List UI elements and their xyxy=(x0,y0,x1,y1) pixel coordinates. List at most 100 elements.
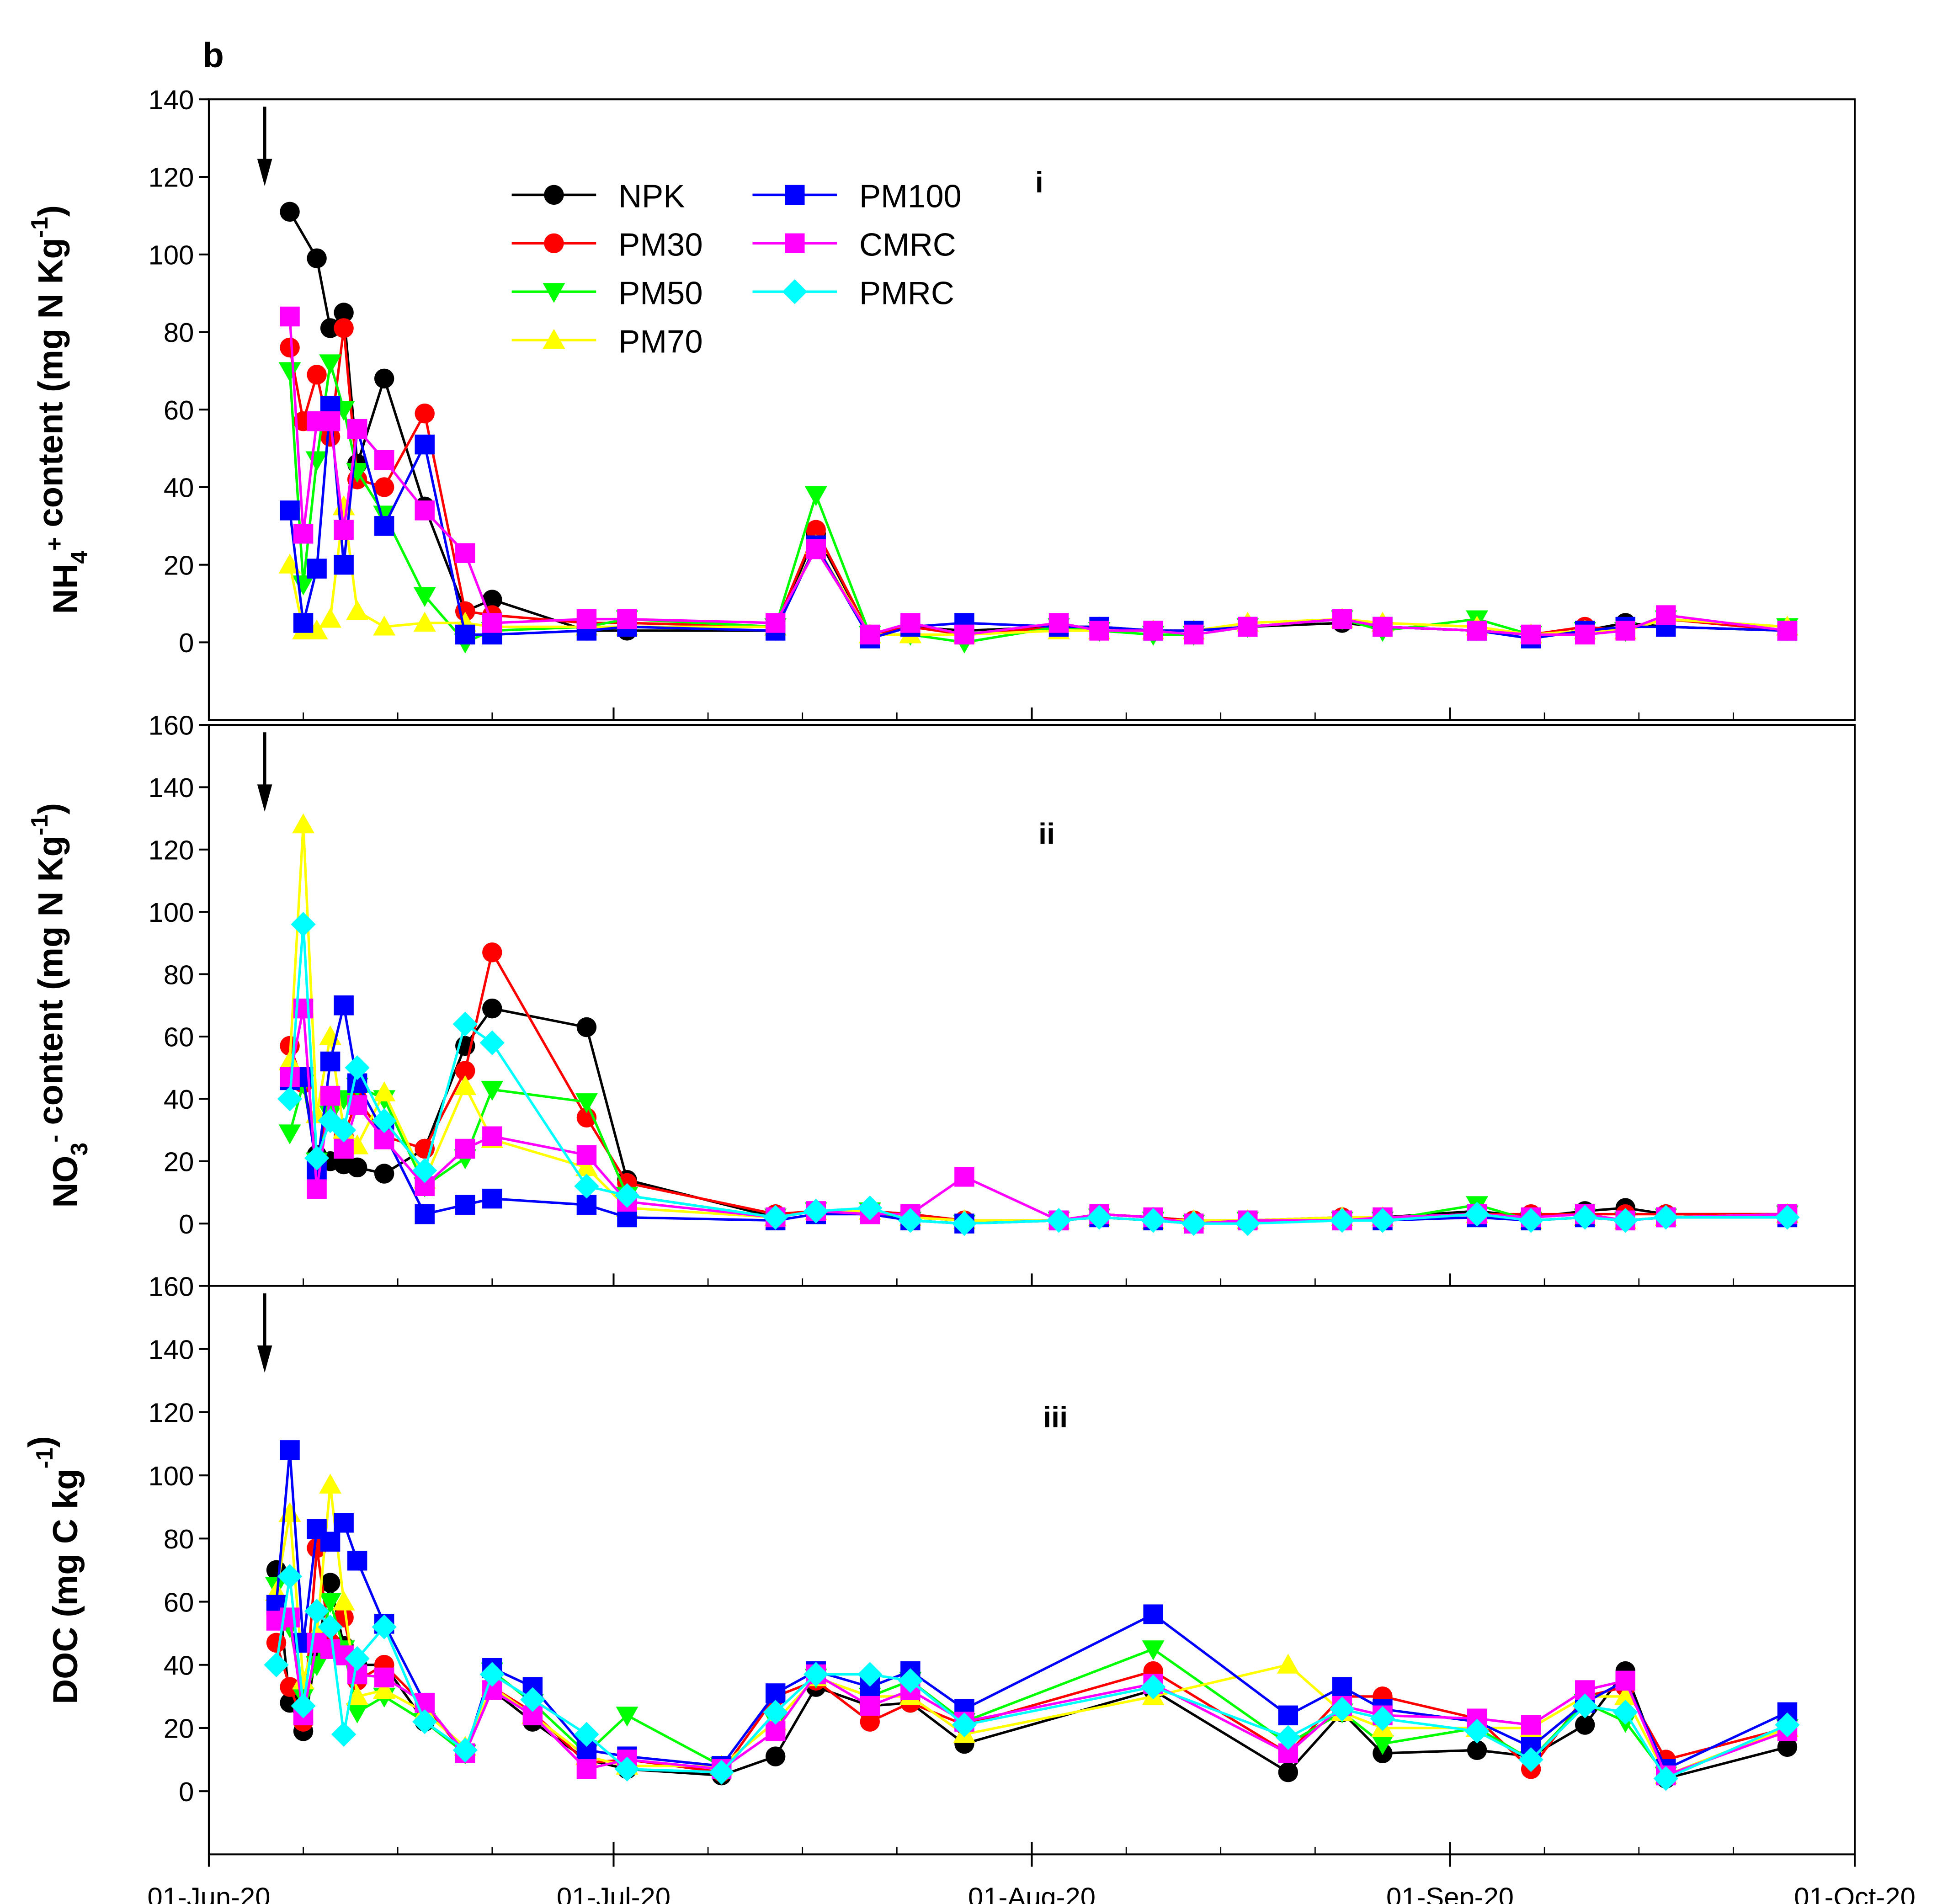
y-axis-title-part: ) xyxy=(31,803,70,814)
data-point xyxy=(345,1646,370,1671)
y-tick-label: 120 xyxy=(149,162,194,193)
legend-label: PM30 xyxy=(618,226,702,262)
data-point xyxy=(345,1055,370,1080)
legend-marker xyxy=(785,233,805,254)
legend: NPK PM30 PM50 PM70 PM100 CMRC PMRC xyxy=(511,178,962,359)
data-point xyxy=(1575,624,1595,645)
data-point xyxy=(482,1126,502,1146)
y-tick-label: 140 xyxy=(149,85,194,115)
data-point xyxy=(373,1081,396,1101)
data-point xyxy=(576,609,597,629)
series-line xyxy=(288,362,1788,644)
data-point xyxy=(291,912,316,937)
data-point xyxy=(482,613,502,633)
data-point xyxy=(1048,613,1069,633)
x-tick-label: 01-Jul-20 xyxy=(557,1882,670,1904)
data-point xyxy=(332,1590,355,1611)
y-tick-label: 20 xyxy=(164,1146,194,1177)
data-point xyxy=(1775,1205,1800,1230)
data-point xyxy=(765,613,786,633)
data-point xyxy=(305,619,328,639)
legend-item-cmrc: CMRC xyxy=(752,226,956,262)
legend-label: PMRC xyxy=(859,275,954,311)
data-point xyxy=(482,590,502,610)
data-point xyxy=(898,1668,923,1693)
y-tick-label: 80 xyxy=(164,317,194,348)
data-point xyxy=(954,1167,974,1187)
data-point xyxy=(307,558,327,579)
legend-item-npk: NPK xyxy=(511,178,685,214)
data-point xyxy=(1615,621,1635,641)
series-line xyxy=(288,506,1788,636)
data-point xyxy=(455,1195,475,1215)
arrow-head-icon xyxy=(257,1345,272,1373)
legend-marker xyxy=(785,185,805,205)
data-point xyxy=(482,998,502,1019)
data-point xyxy=(372,1614,397,1639)
series-line xyxy=(289,1005,1788,1225)
data-point xyxy=(373,505,396,526)
series-pmrc xyxy=(277,912,1800,1236)
data-point xyxy=(320,1573,341,1593)
data-point xyxy=(374,1667,394,1688)
series-pm70 xyxy=(278,813,1799,1229)
data-point xyxy=(576,1759,597,1779)
figure-label: b xyxy=(202,36,224,75)
data-point xyxy=(1332,1677,1352,1697)
series-line xyxy=(288,949,1788,1222)
data-point xyxy=(374,450,394,470)
data-point xyxy=(305,451,328,471)
y-axis-title: NO3- content (mg N Kg-1) xyxy=(26,803,92,1208)
data-point xyxy=(709,1760,734,1785)
y-tick-label: 60 xyxy=(164,1022,194,1053)
data-point xyxy=(1278,1762,1298,1782)
data-point xyxy=(860,1696,880,1716)
data-point xyxy=(1142,1640,1165,1660)
data-point xyxy=(575,1156,598,1176)
data-point xyxy=(952,1712,977,1738)
data-point xyxy=(1777,621,1798,641)
data-point xyxy=(304,1599,330,1624)
y-tick-label: 120 xyxy=(149,835,194,866)
legend-item-pm100: PM100 xyxy=(752,178,962,214)
legend-item-pmrc: PMRC xyxy=(752,275,954,311)
y-tick-label: 120 xyxy=(149,1398,194,1428)
data-point xyxy=(1089,621,1109,641)
data-point xyxy=(374,516,394,536)
y-tick-label: 160 xyxy=(149,710,194,741)
data-point xyxy=(1086,1205,1112,1230)
data-point xyxy=(857,1662,883,1687)
data-point xyxy=(1276,1725,1301,1750)
y-tick-label: 20 xyxy=(164,550,194,580)
data-point xyxy=(1653,1205,1678,1230)
data-point xyxy=(319,1593,342,1613)
data-point xyxy=(305,1656,328,1676)
legend-marker xyxy=(543,329,565,349)
y-tick-label: 40 xyxy=(164,1084,194,1115)
data-point xyxy=(1373,617,1393,637)
data-point xyxy=(412,1709,437,1734)
data-point xyxy=(1046,1208,1071,1233)
data-point xyxy=(307,248,327,268)
data-point xyxy=(1777,1737,1798,1757)
data-point xyxy=(334,318,354,338)
data-point xyxy=(1330,1208,1355,1233)
y-tick-label: 60 xyxy=(164,395,194,425)
data-point xyxy=(617,609,637,629)
data-point xyxy=(1613,1208,1638,1233)
series-pm100 xyxy=(280,395,1798,649)
data-point xyxy=(415,500,435,521)
x-axis: 01-Jun-20 01-Jul-20 01-Aug-20 01-Sep-20 01-O… xyxy=(147,1854,1916,1904)
data-point xyxy=(307,1179,327,1199)
y-axis-title-part: content (mg N Kg xyxy=(31,835,70,1135)
panel-iii: 0 20 40 60 80 100 120 140 160 iii DOC (mg C kg-1) xyxy=(21,1271,1856,1856)
panel-i: 0 20 40 60 80 100 120 140 i NH4+ content (mg N Kg… xyxy=(26,85,1856,721)
data-point xyxy=(292,813,315,834)
data-point xyxy=(373,616,396,636)
y-axis-title-part: -1 xyxy=(26,814,53,835)
series-pm70 xyxy=(265,1473,1799,1784)
data-point xyxy=(952,1211,977,1236)
data-point xyxy=(374,1164,394,1184)
